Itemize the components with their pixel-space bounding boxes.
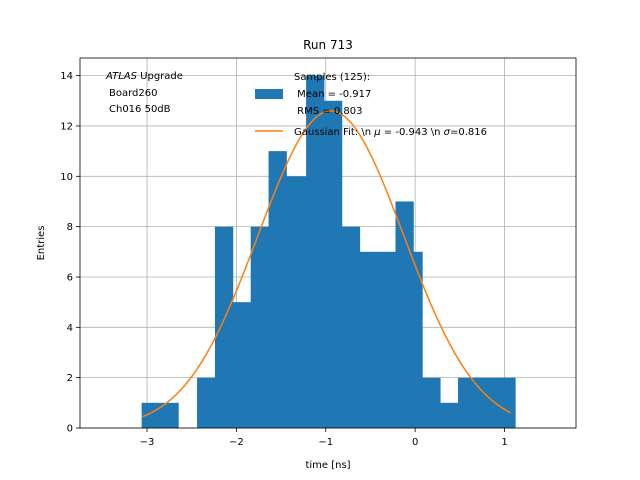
histogram-bar <box>413 251 423 428</box>
histogram-bar <box>422 377 441 428</box>
histogram-bar <box>359 251 378 428</box>
y-tick-label: 6 <box>67 272 73 283</box>
histogram-bar <box>232 302 252 428</box>
x-tick-label: −1 <box>318 437 333 448</box>
histogram-bar <box>197 377 216 428</box>
legend-sigma-value: =0.816 <box>450 127 487 138</box>
legend-gaussian-prefix: Gaussian Fit: \n <box>294 127 374 138</box>
legend-gaussian-label: Gaussian Fit: \n μ = -0.943 \n σ=0.816 <box>294 127 487 138</box>
histogram-bar <box>268 151 287 428</box>
legend-samples-line3: RMS = 0.803 <box>294 106 362 117</box>
y-axis-label: Entries <box>36 226 47 261</box>
y-tick-label: 8 <box>67 222 73 233</box>
histogram-bar <box>250 226 269 428</box>
histogram-bar <box>214 226 234 428</box>
histogram-bar <box>475 377 495 428</box>
histogram-bar <box>306 75 325 428</box>
x-tick-label: 0 <box>412 437 418 448</box>
x-tick-label: −2 <box>229 437 244 448</box>
histogram-bar <box>341 226 361 428</box>
upgrade-label: Upgrade <box>137 71 183 82</box>
histogram-bar <box>286 176 307 428</box>
histogram-bar <box>440 402 459 428</box>
legend-patch-samples <box>255 89 283 99</box>
x-axis-label: time [ns] <box>305 460 350 471</box>
histogram-bar <box>377 251 396 428</box>
legend-samples-line2: Mean = -0.917 <box>294 89 371 100</box>
y-tick-label: 10 <box>60 172 73 183</box>
gaussian-fit-curve <box>142 110 512 418</box>
legend-samples-line1: Samples (125): <box>294 72 370 83</box>
x-tick-label: −3 <box>140 437 155 448</box>
legend: Samples (125): Mean = -0.917 RMS = 0.803… <box>255 72 487 138</box>
plot-frame <box>79 57 577 429</box>
legend-mu-value: = -0.943 \n <box>381 127 444 138</box>
board-annotation: Board260 <box>109 88 157 99</box>
histogram-bar <box>458 377 477 428</box>
legend-sigma-symbol: σ <box>444 127 451 138</box>
legend-mu-symbol: μ <box>373 127 380 138</box>
x-tick-label: 1 <box>501 437 507 448</box>
histogram-bar <box>395 201 414 428</box>
gaussian-fit-curve-layer <box>142 110 512 418</box>
atlas-label: ATLAS <box>105 71 138 82</box>
y-tick-label: 0 <box>67 424 73 435</box>
chart-title: Run 713 <box>303 38 353 52</box>
y-tick-label: 14 <box>60 71 73 82</box>
histogram-bar <box>493 377 516 428</box>
histogram-bars <box>141 75 516 428</box>
y-tick-label: 4 <box>67 323 73 334</box>
histogram-bar <box>323 100 343 428</box>
y-tick-label: 12 <box>60 121 73 132</box>
atlas-annotation: ATLAS Upgrade <box>105 71 183 82</box>
channel-annotation: Ch016 50dB <box>109 104 171 115</box>
y-tick-label: 2 <box>67 373 73 384</box>
